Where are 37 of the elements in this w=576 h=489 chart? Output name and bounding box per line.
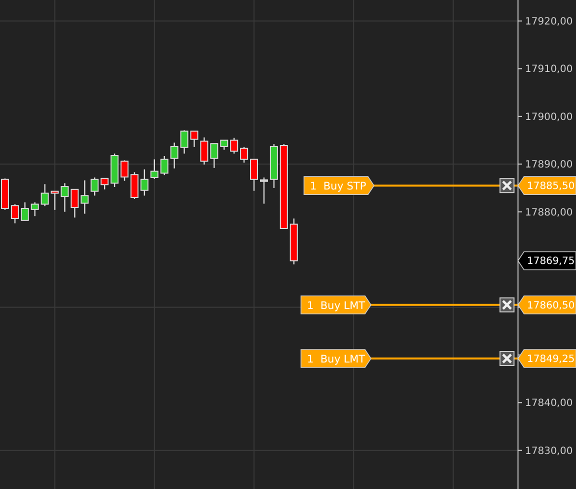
candlestick [250, 158, 258, 192]
ref-line-label: 1 Buy STP [310, 180, 366, 193]
candlestick [230, 137, 238, 154]
y-tick-label: 17900,00 [525, 112, 573, 123]
text: 17885,50 [527, 181, 575, 192]
y-tick-label: 17880,00 [525, 207, 573, 218]
candlestick [20, 202, 29, 222]
candlestick [80, 180, 89, 214]
candlestick [90, 176, 99, 196]
candlestick [190, 130, 198, 148]
candlestick [170, 142, 178, 170]
candlestick [130, 172, 138, 200]
candlestick [50, 190, 59, 211]
ref-line-label: 1 Buy LMT [307, 300, 366, 312]
candlestick [180, 130, 188, 154]
candlestick [240, 146, 248, 164]
y-tick-label: 17910,00 [525, 64, 573, 76]
candlestick [220, 140, 228, 150]
candlestick [260, 176, 268, 204]
candlestick [150, 158, 158, 180]
candlestick [10, 204, 19, 224]
candlestick [30, 202, 39, 217]
candlestick [160, 155, 168, 176]
y-tick-label: 17830,00 [525, 446, 573, 457]
y-tick-label: 17890,00 [525, 160, 573, 171]
y-tick-label: 17920,00 [525, 16, 573, 28]
candlestick [120, 160, 129, 182]
candlestick [40, 184, 49, 207]
text: 17849,25 [527, 354, 575, 366]
y-tick-label: 17840,00 [525, 398, 573, 410]
candlestick [100, 178, 109, 190]
candlestick [200, 136, 208, 166]
candlestick [140, 168, 148, 196]
text: 17869,75 [527, 256, 575, 268]
candlestick [210, 143, 218, 169]
ref-line-label: 1 Buy LMT [307, 354, 366, 366]
text: 17860,50 [527, 300, 575, 312]
